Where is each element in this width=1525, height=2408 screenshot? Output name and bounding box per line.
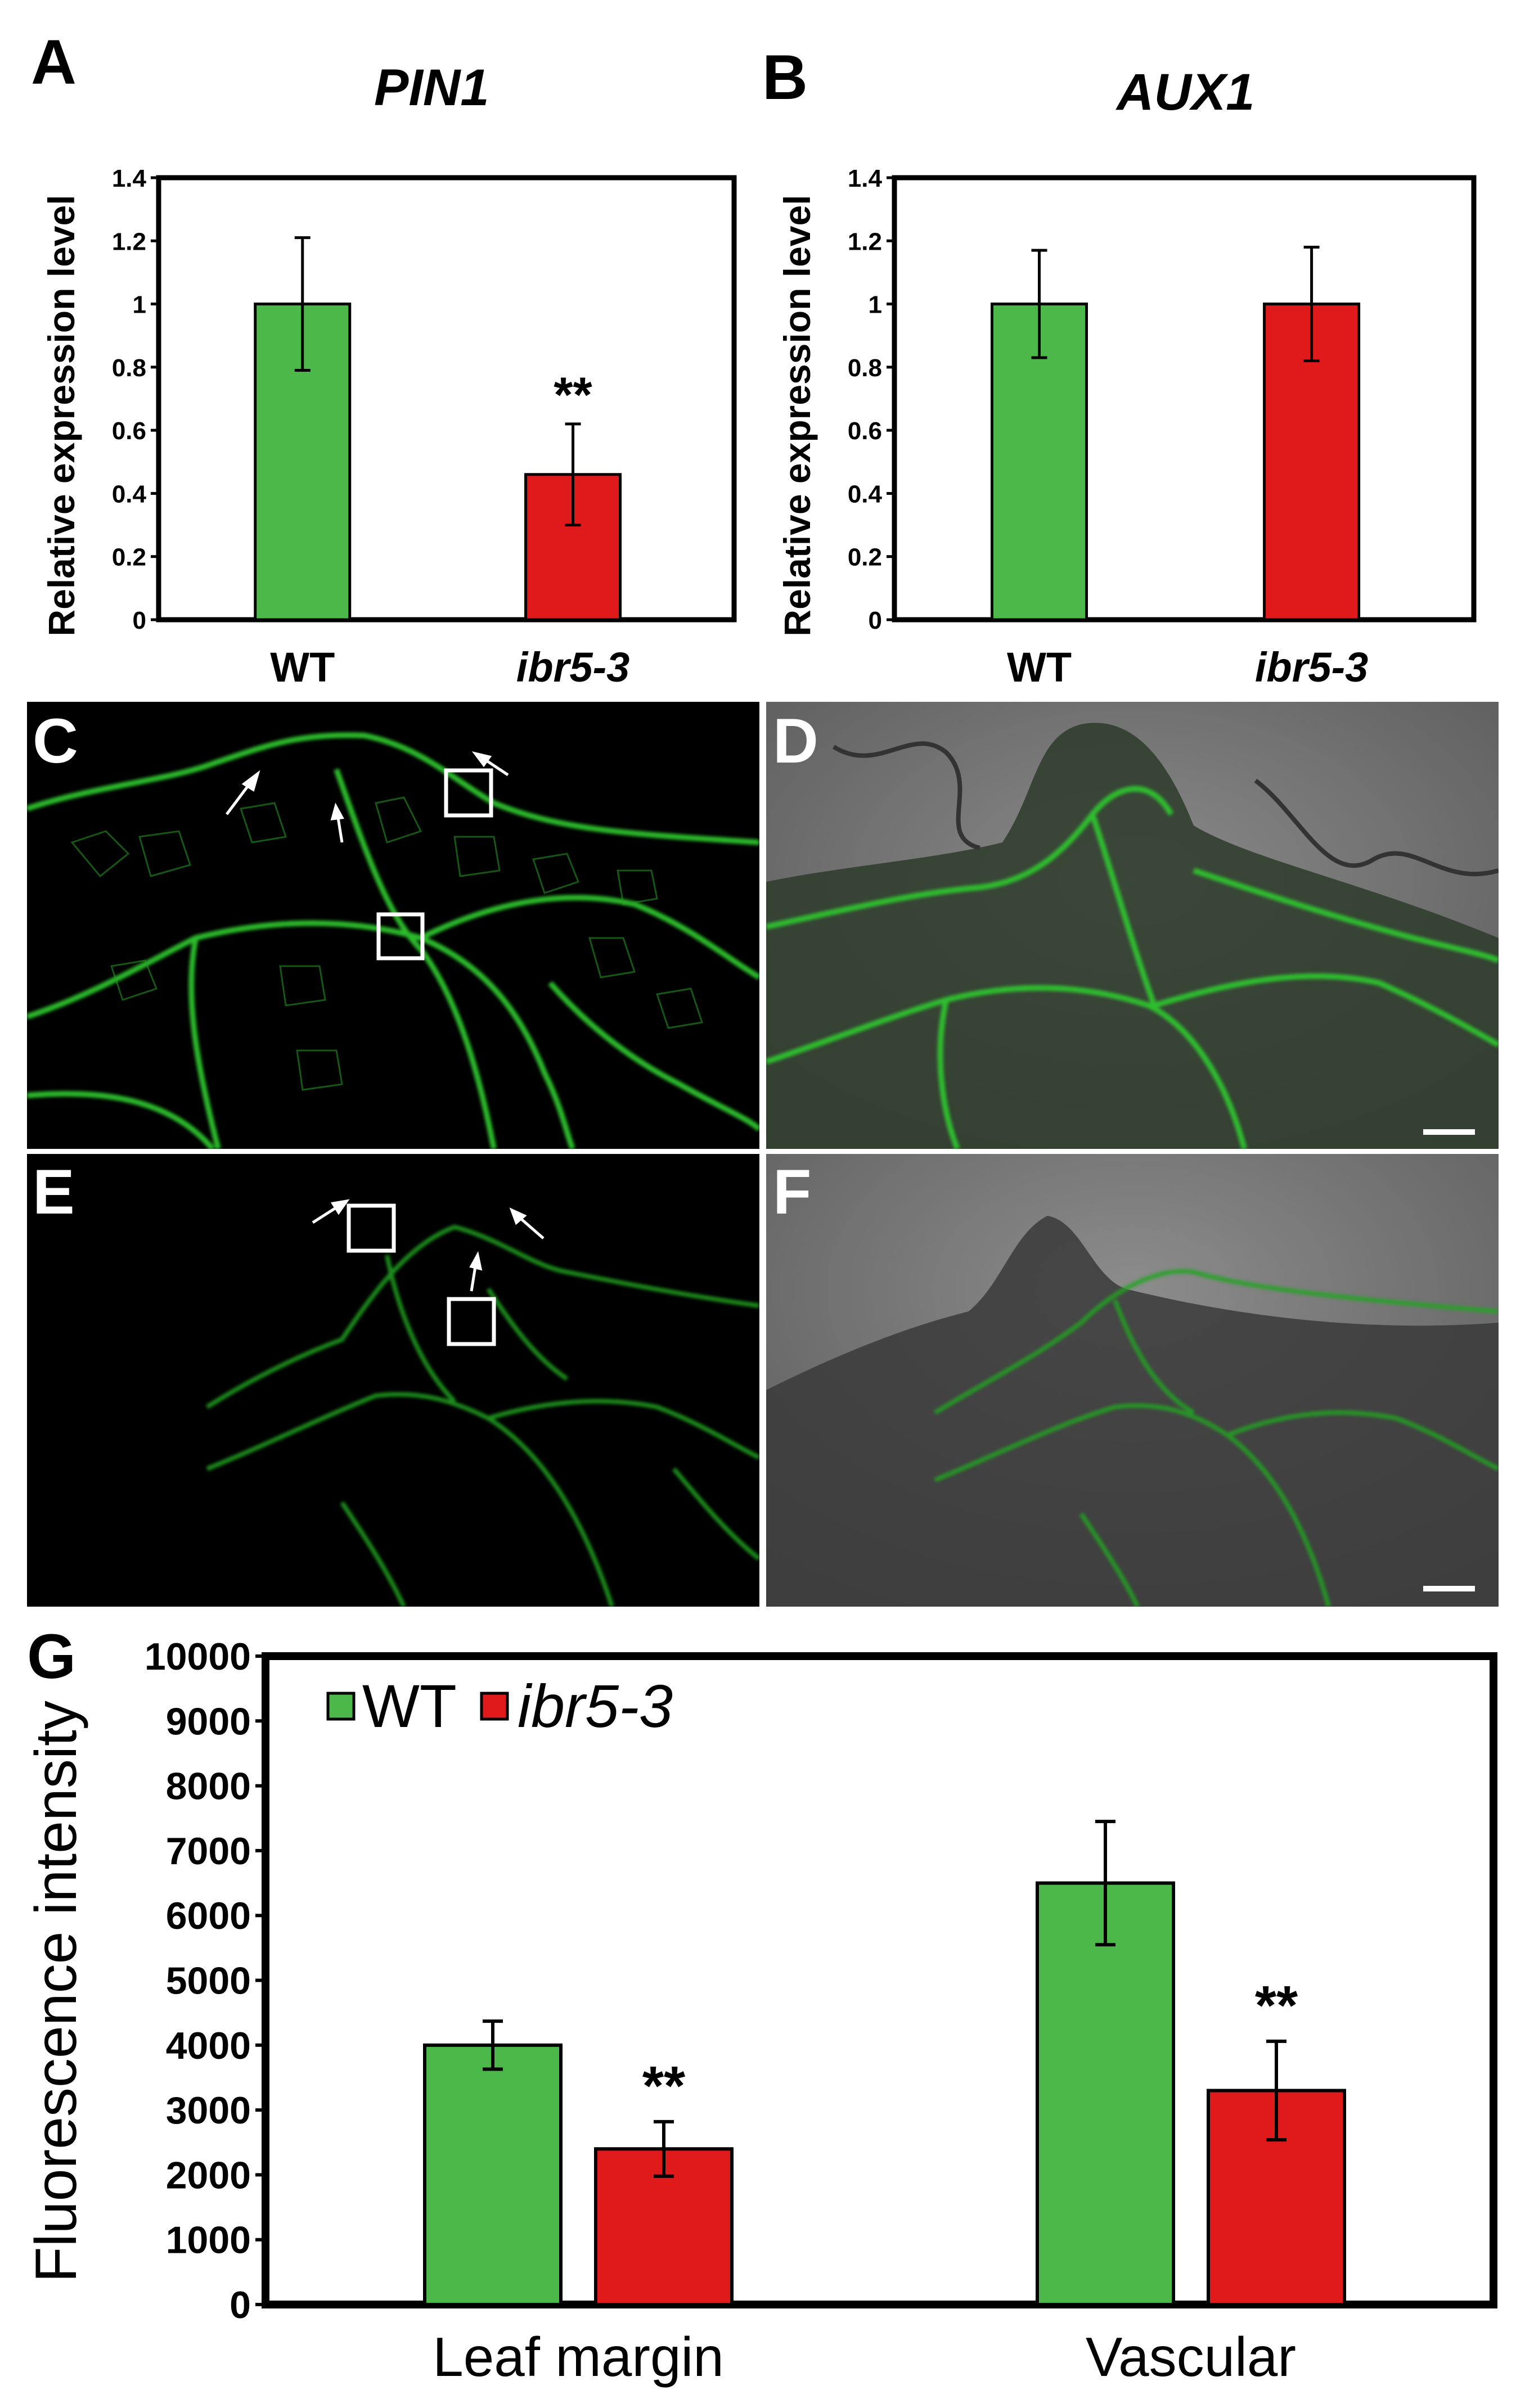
micrograph-c bbox=[27, 702, 759, 1149]
y-tick-label: 4000 bbox=[166, 2024, 251, 2067]
y-tick-label: 0.8 bbox=[848, 354, 882, 382]
micrograph-c-drawing bbox=[27, 732, 759, 1149]
significance-label: ** bbox=[642, 2055, 686, 2117]
micrograph-d bbox=[766, 702, 1499, 1149]
y-tick-label: 0.2 bbox=[848, 544, 882, 571]
x-category-label: Vascular bbox=[1086, 2326, 1296, 2388]
y-tick-label: 1 bbox=[869, 291, 882, 319]
legend-swatch-ibr5-3 bbox=[480, 1692, 509, 1721]
panel-label-a: A bbox=[31, 27, 77, 97]
x-category-label: Leaf margin bbox=[433, 2326, 724, 2388]
y-tick-label: 1000 bbox=[166, 2219, 251, 2262]
micrograph-e bbox=[27, 1154, 759, 1607]
significance-label: ** bbox=[1255, 1974, 1298, 2036]
bar-WT-Vascular bbox=[1036, 1881, 1175, 2307]
y-tick-label: 0.2 bbox=[112, 544, 146, 571]
y-tick-label: 10000 bbox=[145, 1635, 251, 1678]
roi-box bbox=[444, 768, 493, 818]
chart-title-pin1: PIN1 bbox=[374, 59, 489, 116]
y-axis-label: Relative expression level bbox=[41, 195, 82, 636]
x-category-label: ibr5-3 bbox=[1255, 644, 1369, 691]
y-axis-label: Fluorescence intensity bbox=[24, 1701, 89, 2283]
roi-box bbox=[347, 1203, 396, 1253]
y-tick-label: 0 bbox=[869, 607, 882, 634]
scale-bar-d bbox=[1423, 1129, 1475, 1135]
micrograph-e-drawing bbox=[205, 1199, 759, 1607]
y-tick-label: 5000 bbox=[166, 1960, 251, 2003]
x-category-label: ibr5-3 bbox=[516, 644, 630, 691]
chart-a-pin1: 0 0.2 0.4 0.6 0.8 1 1.2 1.4 WT ** ibr5-3 Relative e… bbox=[41, 165, 737, 691]
panel-label-e: E bbox=[33, 1157, 75, 1227]
significance-label: ** bbox=[554, 367, 592, 422]
y-tick-label: 3000 bbox=[166, 2089, 251, 2132]
legend-swatch-wt bbox=[326, 1692, 356, 1721]
legend-label-ibr5-3: ibr5-3 bbox=[518, 1672, 673, 1740]
roi-box bbox=[376, 912, 425, 961]
y-tick-label: 7000 bbox=[166, 1830, 251, 1873]
y-tick-label: 9000 bbox=[166, 1700, 251, 1743]
legend-label-wt: WT bbox=[362, 1672, 457, 1740]
y-tick-label: 0 bbox=[133, 607, 146, 634]
panel-label-g: G bbox=[27, 1621, 77, 1692]
y-tick-label: 1.4 bbox=[112, 165, 147, 192]
plot-frame bbox=[156, 175, 737, 623]
y-tick-label: 8000 bbox=[166, 1765, 251, 1808]
micrograph-d-drawing bbox=[766, 702, 1499, 1149]
x-category-label: WT bbox=[270, 644, 335, 691]
panel-label-d: D bbox=[773, 706, 818, 776]
panel-label-c: C bbox=[33, 706, 78, 776]
y-tick-label: 1.2 bbox=[848, 228, 882, 255]
y-tick-label: 0.6 bbox=[112, 417, 146, 445]
y-tick-label: 0.4 bbox=[112, 480, 147, 508]
scale-bar-f bbox=[1423, 1586, 1475, 1591]
y-tick-label: 1.2 bbox=[112, 228, 146, 255]
panel-label-b: B bbox=[762, 42, 808, 112]
y-axis-label: Relative expression level bbox=[776, 195, 818, 636]
chart-b-aux1: 0 0.2 0.4 0.6 0.8 1 1.2 1.4 WT ibr5-3 Relative exp… bbox=[776, 165, 1477, 691]
y-tick-label: 0.8 bbox=[112, 354, 146, 382]
bar-WT-Leaf margin bbox=[423, 2043, 563, 2307]
micrograph-f bbox=[766, 1154, 1499, 1607]
roi-box bbox=[447, 1297, 496, 1346]
chart-title-aux1: AUX1 bbox=[1117, 64, 1255, 121]
y-tick-label: 0 bbox=[230, 2284, 251, 2326]
y-tick-label: 1 bbox=[133, 291, 146, 319]
panel-label-f: F bbox=[773, 1157, 812, 1227]
y-tick-label: 1.4 bbox=[848, 165, 883, 192]
micrograph-f-drawing bbox=[766, 1154, 1499, 1607]
y-tick-label: 0.6 bbox=[848, 417, 882, 445]
y-tick-label: 0.4 bbox=[848, 480, 883, 508]
y-tick-label: 2000 bbox=[166, 2154, 251, 2197]
x-category-label: WT bbox=[1007, 644, 1072, 691]
y-tick-label: 6000 bbox=[166, 1895, 251, 1937]
plot-frame bbox=[892, 175, 1477, 623]
